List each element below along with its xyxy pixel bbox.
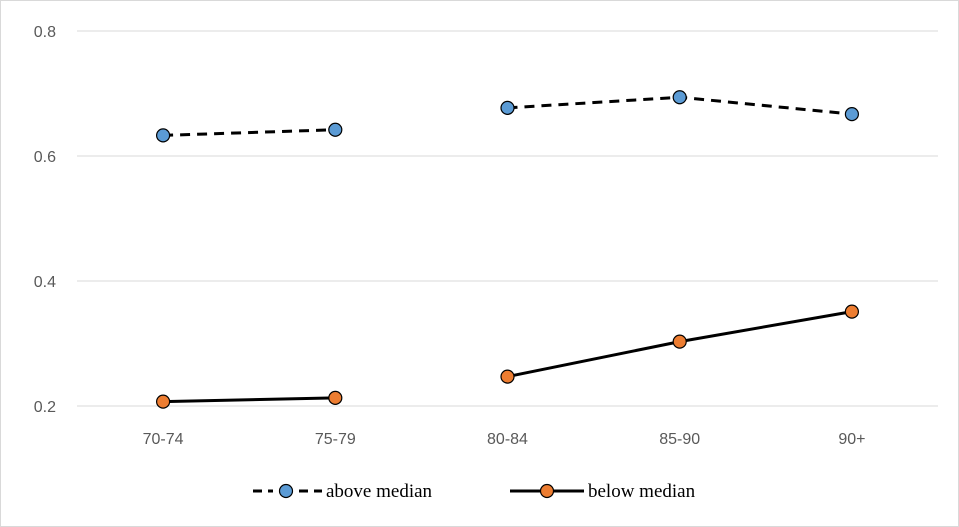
data-point-above-median	[844, 107, 860, 122]
grid-lines	[77, 30, 938, 407]
legend-label-above-median: above median	[326, 481, 433, 502]
series-layer	[156, 90, 860, 409]
x-tick-label: 90+	[838, 431, 865, 448]
data-point-above-median	[328, 122, 343, 137]
legend-item-below-median: below median	[510, 481, 696, 502]
series-line-above-median	[163, 128, 336, 137]
y-axis-tick-labels: 0.2 0.4 0.6 0.8	[34, 24, 56, 416]
x-tick-label: 75-79	[315, 431, 356, 448]
data-point-above-median	[156, 128, 171, 143]
data-point-below-median	[844, 304, 860, 319]
x-tick-label: 80-84	[487, 431, 528, 448]
x-axis-tick-labels: 70-74 75-79 80-84 85-90 90+	[143, 431, 866, 448]
legend-label-below-median: below median	[588, 481, 696, 502]
legend: above median below median	[253, 481, 696, 502]
data-point-below-median	[156, 394, 171, 409]
y-tick-label: 0.8	[34, 24, 56, 41]
data-point-below-median	[500, 369, 515, 384]
data-point-below-median	[328, 390, 343, 405]
series-above-median	[156, 90, 860, 143]
data-point-above-median	[500, 100, 515, 115]
legend-item-above-median: above median	[253, 481, 433, 502]
y-tick-label: 0.4	[34, 274, 56, 291]
x-tick-label: 85-90	[659, 431, 700, 448]
x-tick-label: 70-74	[143, 431, 184, 448]
legend-below-median-marker	[539, 483, 555, 499]
data-point-above-median	[672, 90, 687, 105]
series-line-below-median	[163, 396, 336, 404]
data-point-below-median	[672, 334, 687, 349]
legend-above-median-marker	[278, 483, 294, 499]
series-below-median	[156, 304, 860, 409]
y-tick-label: 0.2	[34, 399, 56, 416]
y-tick-label: 0.6	[34, 149, 56, 166]
